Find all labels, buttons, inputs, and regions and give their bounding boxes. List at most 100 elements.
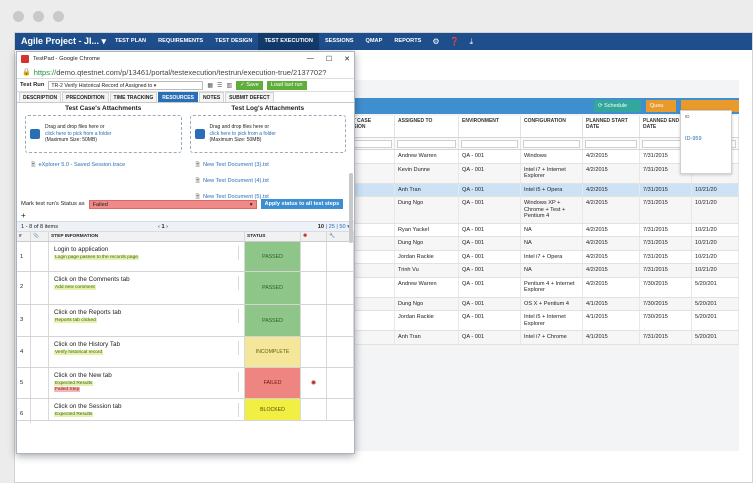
load-last-run-button[interactable]: Load last run	[266, 80, 307, 90]
file-name[interactable]: New Text Document (5).txt	[203, 194, 269, 200]
step-status[interactable]: PASSED	[245, 272, 301, 304]
column-header[interactable]: ASSIGNED TO	[395, 116, 459, 137]
action-cell[interactable]	[327, 399, 354, 420]
page-size-option[interactable]: 25	[328, 223, 335, 230]
run-status-select[interactable]: Failed ▾	[88, 199, 257, 209]
download-icon[interactable]: ⤓	[469, 36, 474, 46]
queue-button[interactable]: Queu	[646, 100, 676, 112]
maximize-dot-icon[interactable]	[53, 11, 64, 22]
step-row[interactable]: 5 Click on the New tab Expected Results Fai…	[17, 368, 354, 399]
project-selector[interactable]: Agile Project - JI... ▾	[21, 36, 107, 46]
gear-icon[interactable]: ⚙	[432, 37, 440, 46]
file-name[interactable]: New Text Document (4).txt	[203, 178, 269, 184]
page-size-current[interactable]: 10	[317, 223, 325, 230]
scrollbar[interactable]	[349, 173, 353, 243]
restore-icon[interactable]: ☐	[325, 56, 333, 63]
nav-item[interactable]: REQUIREMENTS	[158, 38, 204, 44]
filter-input[interactable]	[461, 140, 518, 148]
step-status[interactable]: FAILED	[245, 368, 301, 398]
filter-input[interactable]	[585, 140, 637, 148]
filter-input[interactable]	[523, 140, 580, 148]
close-dot-icon[interactable]	[13, 11, 24, 22]
tab-resources[interactable]: RESOURCES	[158, 92, 198, 102]
log-dropzone[interactable]: Drag and drop files here or click here to…	[189, 115, 346, 153]
address-bar[interactable]: 🔒 https://demo.qtestnet.com/p/13461/port…	[17, 66, 354, 79]
save-button[interactable]: ✓ Save	[236, 80, 263, 90]
step-status[interactable]: PASSED	[245, 305, 301, 336]
step-attachment-cell[interactable]	[31, 399, 49, 420]
step-attachment-cell[interactable]	[31, 368, 49, 398]
nav-item[interactable]: TEST PLAN	[115, 38, 147, 44]
close-icon[interactable]: ✕	[344, 56, 350, 63]
grid-view-icon[interactable]: ▦	[207, 82, 214, 89]
step-row[interactable]: 1 Login to application Login page passes t…	[17, 242, 354, 272]
tab-precondition[interactable]: PRECONDITION	[62, 92, 109, 102]
action-cell[interactable]	[327, 242, 354, 271]
step-status[interactable]: PASSED	[245, 242, 301, 271]
action-cell[interactable]	[327, 305, 354, 336]
step-row[interactable]: 4 Click on the History Tab Verify historic…	[17, 337, 354, 368]
step-attachment-cell[interactable]	[31, 337, 49, 367]
step-attachment-cell[interactable]	[31, 242, 49, 271]
list-view-icon[interactable]: ☰	[217, 82, 223, 89]
attachment-file[interactable]: 🗎 New Text Document (3).txt	[190, 160, 347, 170]
nav-item[interactable]: REPORTS	[394, 38, 422, 44]
step-row[interactable]: 6 Click on the Session tab Expected Result…	[17, 399, 354, 423]
column-header[interactable]	[692, 116, 739, 137]
tab-submit-defect[interactable]: SUBMIT DEFECT	[225, 92, 274, 102]
attachment-file[interactable]: 🗎 New Text Document (4).txt	[190, 176, 347, 186]
step-attachment-cell[interactable]	[31, 305, 49, 336]
help-icon[interactable]: ❓	[449, 37, 460, 46]
columns-icon[interactable]: ▥	[226, 82, 233, 89]
step-attachment-cell[interactable]	[31, 272, 49, 304]
apply-status-button[interactable]: Apply status to all test steps	[260, 199, 344, 209]
id-link[interactable]: ID-959	[685, 136, 702, 142]
column-header[interactable]: ENVIRONMENT	[459, 116, 521, 137]
pick-folder-link[interactable]: click here to pick from a folder	[45, 130, 112, 137]
case-dropzone[interactable]: Drag and drop files here or click here to…	[25, 115, 182, 153]
test-run-select[interactable]: TR-2 Verify Historical Record of Assigne…	[48, 80, 204, 90]
schedule-button[interactable]: ⟳ Schedule	[594, 100, 641, 112]
nav-item[interactable]: SESSIONS	[324, 38, 354, 44]
pick-folder-link[interactable]: click here to pick from a folder	[209, 130, 276, 137]
column-header[interactable]: PLANNED START DATE	[583, 116, 640, 137]
tab-description[interactable]: DESCRIPTION	[19, 92, 62, 102]
file-name[interactable]: eXplorer 5.0 - Saved Session.trace	[38, 162, 126, 168]
step-status[interactable]: INCOMPLETE	[245, 337, 301, 367]
nav-item[interactable]: TEST EXECUTION	[258, 33, 319, 50]
orange-action-button[interactable]	[681, 100, 739, 112]
step-row[interactable]: 2 Click on the Comments tab Add new commen…	[17, 272, 354, 305]
attachment-file[interactable]: 🗎 eXplorer 5.0 - Saved Session.trace	[25, 160, 182, 170]
nav-item[interactable]: TEST DESIGN	[215, 38, 253, 44]
page-size-option[interactable]: 50	[339, 223, 346, 230]
bug-icon[interactable]: ✹	[301, 368, 327, 398]
action-cell[interactable]	[327, 337, 354, 367]
tab-time-tracking[interactable]: TIME TRACKING	[109, 92, 158, 102]
attachment-file[interactable]: 🗎 New Text Document (5).txt	[190, 192, 347, 202]
minimize-dot-icon[interactable]	[33, 11, 44, 22]
add-step-button[interactable]: +	[21, 211, 26, 220]
step-row[interactable]: 3 Click on the Reports tab Reports tab cli…	[17, 305, 354, 337]
minimize-icon[interactable]: —	[306, 55, 314, 62]
file-name[interactable]: New Text Document (3).txt	[203, 162, 269, 168]
action-cell[interactable]	[327, 368, 354, 398]
tab-notes[interactable]: NOTES	[198, 92, 225, 102]
step-status[interactable]: BLOCKED	[245, 399, 301, 420]
filter-input[interactable]	[397, 140, 456, 148]
column-header[interactable]: CONFIGURATION	[521, 116, 583, 137]
action-cell[interactable]	[327, 272, 354, 304]
current-page[interactable]: 1	[161, 223, 165, 230]
next-page-icon[interactable]: ›	[166, 223, 168, 230]
prev-page-icon[interactable]: ‹	[158, 223, 160, 230]
